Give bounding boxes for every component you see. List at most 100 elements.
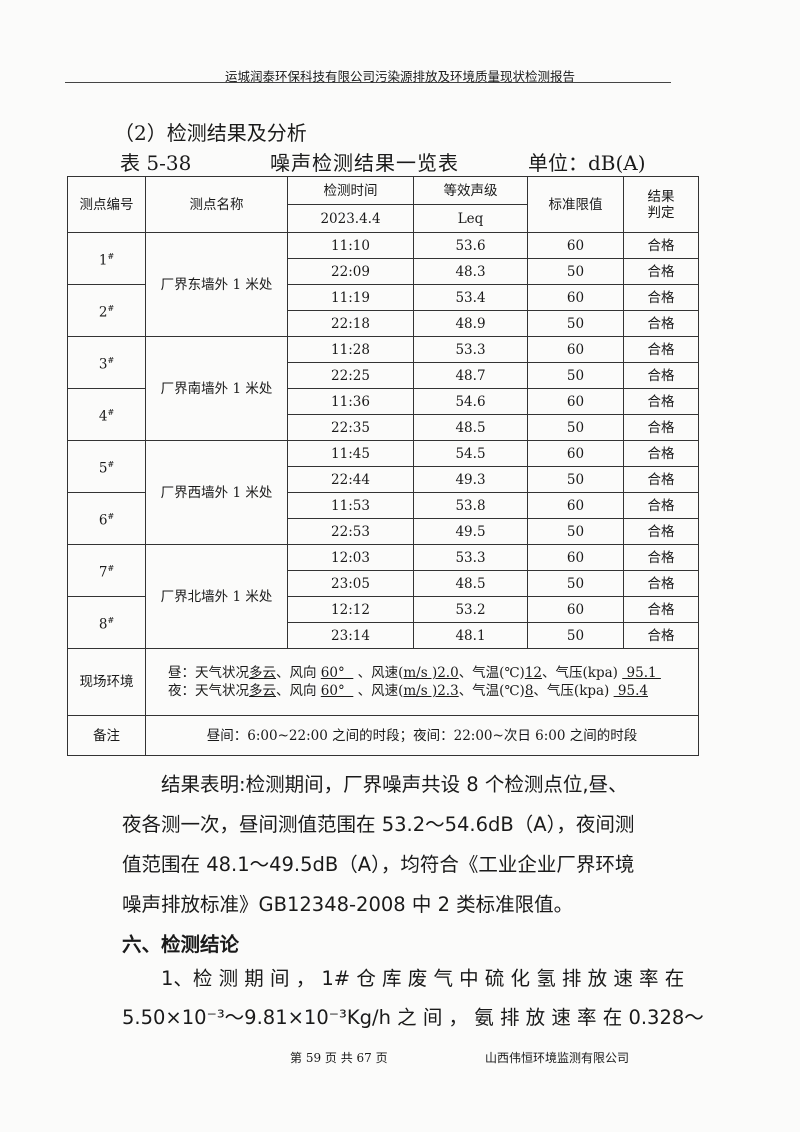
point-suffix: # bbox=[107, 511, 115, 521]
result-value: 合格 bbox=[623, 492, 699, 519]
time: 22:53 bbox=[287, 518, 414, 545]
leq-value: 49.3 bbox=[413, 466, 528, 493]
time: 11:53 bbox=[287, 492, 414, 519]
point-suffix: # bbox=[107, 303, 115, 313]
table-row: 3# 厂界南墙外 1 米处 11:28 53.3 60 合格 bbox=[67, 336, 699, 441]
point-id: 4# bbox=[67, 388, 146, 441]
env-text: 、气压(kpa) bbox=[542, 665, 623, 681]
limit-value: 50 bbox=[527, 622, 624, 649]
header-limit: 标准限值 bbox=[527, 176, 624, 233]
env-value: m/s )2.0 bbox=[403, 665, 459, 681]
leq-value: 54.5 bbox=[413, 440, 528, 467]
env-line: 昼：天气状况多云、风向 60° 、风速(m/s )2.0、气温(℃)12、气压(… bbox=[168, 664, 698, 682]
result-line: 结果表明:检测期间，厂界噪声共设 8 个检测点位,昼、 bbox=[122, 773, 628, 796]
env-value: 60° bbox=[320, 665, 354, 681]
table-row: 22:09 48.3 50 合格 bbox=[68, 258, 699, 285]
point-id: 6# bbox=[67, 492, 146, 545]
point-name: 厂界南墙外 1 米处 bbox=[145, 336, 288, 441]
result-value: 合格 bbox=[623, 544, 699, 571]
table-row: 2# 11:19 53.4 60 合格 bbox=[67, 284, 699, 337]
leq-value: 53.4 bbox=[413, 284, 528, 311]
limit-value: 60 bbox=[527, 284, 624, 311]
table-row: 8# 12:12 53.2 60 合格 bbox=[67, 596, 699, 649]
point-id: 1# bbox=[67, 232, 146, 285]
env-text: 、气压(kpa) bbox=[533, 683, 614, 699]
env-value: 95.4 bbox=[613, 683, 648, 699]
env-value: 多云 bbox=[249, 665, 276, 681]
leq-value: 53.3 bbox=[413, 336, 528, 363]
env-text: 、风向 bbox=[276, 665, 321, 681]
section-title: （2）检测结果及分析 bbox=[114, 121, 307, 145]
limit-value: 60 bbox=[527, 596, 624, 623]
header-level: 等效声级 bbox=[413, 176, 528, 205]
point-suffix: # bbox=[107, 459, 115, 469]
env-value: 95.1 bbox=[622, 665, 661, 681]
leq-value: 48.7 bbox=[413, 362, 528, 389]
result-value: 合格 bbox=[623, 388, 699, 415]
point-suffix: # bbox=[107, 251, 115, 261]
conclusion-line: 5.50×10⁻³～9.81×10⁻³Kg/h 之 间 ， 氨 排 放 速 率 … bbox=[122, 1006, 704, 1029]
header-date: 2023.4.4 bbox=[287, 204, 414, 233]
env-text: 、气温(℃) bbox=[458, 683, 525, 699]
result-value: 合格 bbox=[623, 518, 699, 545]
point-id: 8# bbox=[67, 596, 146, 649]
header-rule bbox=[65, 82, 671, 83]
env-value: m/s )2.3 bbox=[403, 683, 459, 699]
leq-value: 48.9 bbox=[413, 310, 528, 337]
point-name: 厂界北墙外 1 米处 bbox=[145, 544, 288, 649]
time: 11:10 bbox=[287, 232, 414, 259]
result-value: 合格 bbox=[623, 440, 699, 467]
header-point-name: 测点名称 bbox=[145, 176, 288, 233]
page-number: 第 59 页 共 67 页 bbox=[290, 1051, 388, 1065]
limit-value: 50 bbox=[527, 518, 624, 545]
header-point-no: 测点编号 bbox=[67, 176, 146, 233]
remark-label: 备注 bbox=[67, 715, 146, 756]
table-row: 1# 厂界东墙外 1 米处 11:10 53.6 60 合格 bbox=[67, 232, 699, 337]
result-value: 合格 bbox=[623, 284, 699, 311]
result-value: 合格 bbox=[623, 362, 699, 389]
result-line: 噪声排放标准》GB12348-2008 中 2 类标准限值。 bbox=[122, 893, 574, 916]
env-line: 夜：天气状况多云、风向 60° 、风速(m/s )2.3、气温(℃)8、气压(k… bbox=[168, 682, 698, 700]
table-row: 22:53 49.5 50 合格 bbox=[68, 518, 699, 545]
leq-value: 53.6 bbox=[413, 232, 528, 259]
table-body: 1# 厂界东墙外 1 米处 11:10 53.6 60 合格 22:09 48.3 50 合格 2#… bbox=[67, 232, 699, 649]
result-value: 合格 bbox=[623, 232, 699, 259]
point-suffix: # bbox=[107, 615, 115, 625]
time: 11:19 bbox=[287, 284, 414, 311]
time: 23:14 bbox=[287, 622, 414, 649]
point-id: 5# bbox=[67, 440, 146, 493]
time: 11:28 bbox=[287, 336, 414, 363]
limit-value: 50 bbox=[527, 362, 624, 389]
table-number: 表 5-38 bbox=[120, 151, 192, 175]
env-value: 12 bbox=[524, 665, 543, 681]
table-row: 5# 厂界西墙外 1 米处 11:45 54.5 60 合格 bbox=[67, 440, 699, 545]
time: 11:36 bbox=[287, 388, 414, 415]
result-value: 合格 bbox=[623, 570, 699, 597]
result-value: 合格 bbox=[623, 310, 699, 337]
result-value: 合格 bbox=[623, 596, 699, 623]
time: 22:18 bbox=[287, 310, 414, 337]
limit-value: 50 bbox=[527, 570, 624, 597]
table-row: 22:44 49.3 50 合格 bbox=[68, 466, 699, 493]
env-label: 现场环境 bbox=[67, 648, 146, 716]
time: 23:05 bbox=[287, 570, 414, 597]
table-unit: 单位：dB(A) bbox=[528, 151, 646, 175]
noise-results-table: 测点编号 测点名称 检测时间 等效声级 标准限值 结果 判定 2023.4.4 … bbox=[67, 176, 699, 756]
time: 11:45 bbox=[287, 440, 414, 467]
point-name: 厂界西墙外 1 米处 bbox=[145, 440, 288, 545]
leq-value: 53.2 bbox=[413, 596, 528, 623]
leq-value: 53.8 bbox=[413, 492, 528, 519]
point-suffix: # bbox=[107, 563, 115, 573]
running-header: 运城润泰环保科技有限公司污染源排放及环境质量现状检测报告 bbox=[224, 69, 575, 84]
env-value: 60° bbox=[320, 683, 354, 699]
limit-value: 60 bbox=[527, 232, 624, 259]
result-line: 夜各测一次，昼间测值范围在 53.2～54.6dB（A），夜间测 bbox=[122, 813, 635, 836]
point-suffix: # bbox=[107, 407, 115, 417]
table-row: 22:25 48.7 50 合格 bbox=[68, 362, 699, 389]
env-text: 夜：天气状况 bbox=[168, 683, 249, 699]
leq-value: 53.3 bbox=[413, 544, 528, 571]
result-line: 值范围在 48.1～49.5dB（A），均符合《工业企业厂界环境 bbox=[122, 853, 635, 876]
limit-value: 60 bbox=[527, 492, 624, 519]
env-text: 、气温(℃) bbox=[458, 665, 525, 681]
